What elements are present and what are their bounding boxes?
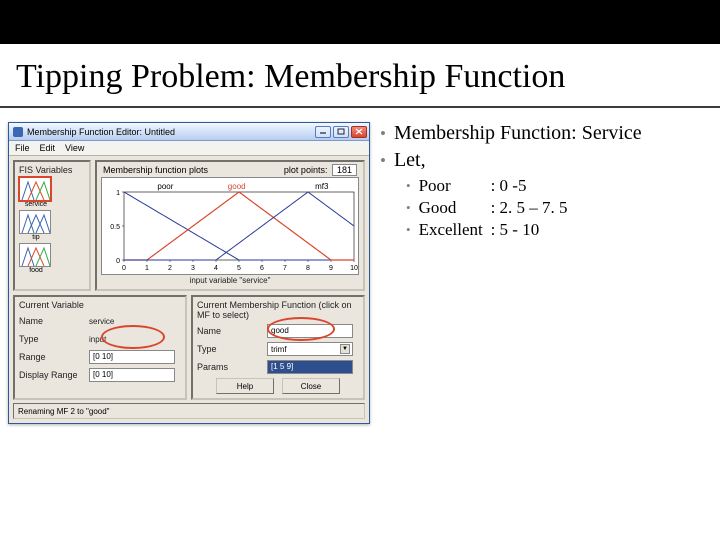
sub-bullet-range: : 5 - 10	[491, 220, 540, 240]
status-text: Renaming MF 2 to "good"	[18, 407, 110, 416]
sub-bullet-label: Good	[419, 198, 491, 218]
sub-bullet-range: : 0 -5	[491, 176, 527, 196]
fis-var-label: food	[19, 267, 53, 274]
content-row: Membership Function Editor: Untitled Fil…	[0, 118, 720, 424]
bullet-2-text: Let,	[394, 149, 426, 172]
curvar-drange-label: Display Range	[19, 370, 85, 380]
curmf-params-input[interactable]: [1 5 9]	[267, 360, 353, 374]
svg-text:5: 5	[237, 265, 241, 272]
curvar-range-input[interactable]: [0 10]	[89, 350, 175, 364]
window-titlebar: Membership Function Editor: Untitled	[9, 123, 369, 141]
sub-bullet: •Poor: 0 -5	[406, 176, 712, 196]
plot-header-label: Membership function plots	[103, 165, 208, 175]
svg-text:1: 1	[116, 190, 120, 197]
app-icon	[13, 127, 23, 137]
curmf-params-label: Params	[197, 362, 263, 372]
window-menubar: File Edit View	[9, 141, 369, 156]
curmf-name-label: Name	[197, 326, 263, 336]
menu-edit[interactable]: Edit	[40, 143, 56, 153]
curvar-type-value: input	[89, 335, 106, 344]
close-window-button[interactable]	[351, 126, 367, 138]
fis-var-icon[interactable]	[19, 243, 51, 267]
chevron-down-icon: ▼	[340, 344, 350, 354]
plot-caption: input variable "service"	[101, 276, 359, 285]
sub-bullet-range: : 2. 5 – 7. 5	[491, 198, 568, 218]
current-variable-panel: Current Variable Name service Type input R…	[13, 295, 187, 400]
editor-body: FIS Variables service tip food Membership …	[9, 156, 369, 423]
left-column: Membership Function Editor: Untitled Fil…	[8, 122, 370, 424]
svg-text:mf3: mf3	[315, 182, 329, 191]
fis-var-label: service	[19, 201, 53, 208]
sub-bullet-list: •Poor: 0 -5•Good: 2. 5 – 7. 5•Excellent:…	[406, 176, 712, 240]
plot-area[interactable]: 0 1 2 3 4 5 6 7 8 9 10 0 0.5 1 poor good mf3	[101, 177, 359, 275]
fis-panel-title: FIS Variables	[19, 165, 85, 175]
bullet-1: •Membership Function: Service	[380, 122, 712, 145]
curvar-type-label: Type	[19, 334, 85, 344]
curmf-type-select[interactable]: trimf ▼	[267, 342, 353, 356]
fis-var-label: tip	[19, 234, 53, 241]
svg-text:0: 0	[122, 265, 126, 272]
menu-file[interactable]: File	[15, 143, 30, 153]
fis-variable-icons: service tip food	[19, 177, 85, 274]
curvar-name-label: Name	[19, 316, 85, 326]
maximize-button[interactable]	[333, 126, 349, 138]
curmf-type-value: trimf	[271, 345, 287, 354]
sub-bullet: •Excellent: 5 - 10	[406, 220, 712, 240]
window-title: Membership Function Editor: Untitled	[27, 127, 175, 137]
top-black-bar	[0, 0, 720, 44]
sub-bullet: •Good: 2. 5 – 7. 5	[406, 198, 712, 218]
close-button[interactable]: Close	[282, 378, 340, 394]
svg-text:poor: poor	[157, 182, 173, 191]
curmf-title: Current Membership Function (click on MF…	[197, 300, 359, 320]
bullet-1-text: Membership Function: Service	[394, 122, 642, 145]
svg-text:3: 3	[191, 265, 195, 272]
help-button[interactable]: Help	[216, 378, 274, 394]
sub-bullet-label: Poor	[419, 176, 491, 196]
plot-points-value: 181	[332, 164, 357, 176]
bullet-2: •Let,	[380, 149, 712, 172]
current-mf-panel: Current Membership Function (click on MF…	[191, 295, 365, 400]
svg-text:7: 7	[283, 265, 287, 272]
mf-plot-svg: 0 1 2 3 4 5 6 7 8 9 10 0 0.5 1 poor good mf3	[102, 178, 360, 276]
fis-variables-panel: FIS Variables service tip food	[13, 160, 91, 291]
svg-text:2: 2	[168, 265, 172, 272]
right-column: •Membership Function: Service •Let, •Poo…	[380, 122, 712, 424]
svg-text:6: 6	[260, 265, 264, 272]
curvar-name-value: service	[89, 317, 114, 326]
slide-title: Tipping Problem: Membership Function	[0, 44, 720, 106]
fis-var-icon[interactable]	[19, 210, 51, 234]
curmf-type-label: Type	[197, 344, 263, 354]
mf-editor-window: Membership Function Editor: Untitled Fil…	[8, 122, 370, 424]
curvar-range-label: Range	[19, 352, 85, 362]
svg-text:4: 4	[214, 265, 218, 272]
status-bar: Renaming MF 2 to "good"	[13, 403, 365, 419]
curvar-drange-input[interactable]: [0 10]	[89, 368, 175, 382]
svg-text:1: 1	[145, 265, 149, 272]
svg-text:good: good	[228, 182, 246, 191]
plot-panel: Membership function plots plot points: 1…	[95, 160, 365, 291]
menu-view[interactable]: View	[65, 143, 84, 153]
sub-bullet-label: Excellent	[419, 220, 491, 240]
svg-text:8: 8	[306, 265, 310, 272]
fis-var-icon[interactable]	[19, 177, 51, 201]
svg-text:10: 10	[350, 265, 358, 272]
svg-text:9: 9	[329, 265, 333, 272]
svg-text:0: 0	[116, 258, 120, 265]
curmf-name-input[interactable]: good	[267, 324, 353, 338]
title-underline	[0, 106, 720, 108]
minimize-button[interactable]	[315, 126, 331, 138]
plot-points-label: plot points:	[284, 165, 328, 175]
svg-text:0.5: 0.5	[110, 224, 120, 231]
curvar-title: Current Variable	[19, 300, 181, 310]
